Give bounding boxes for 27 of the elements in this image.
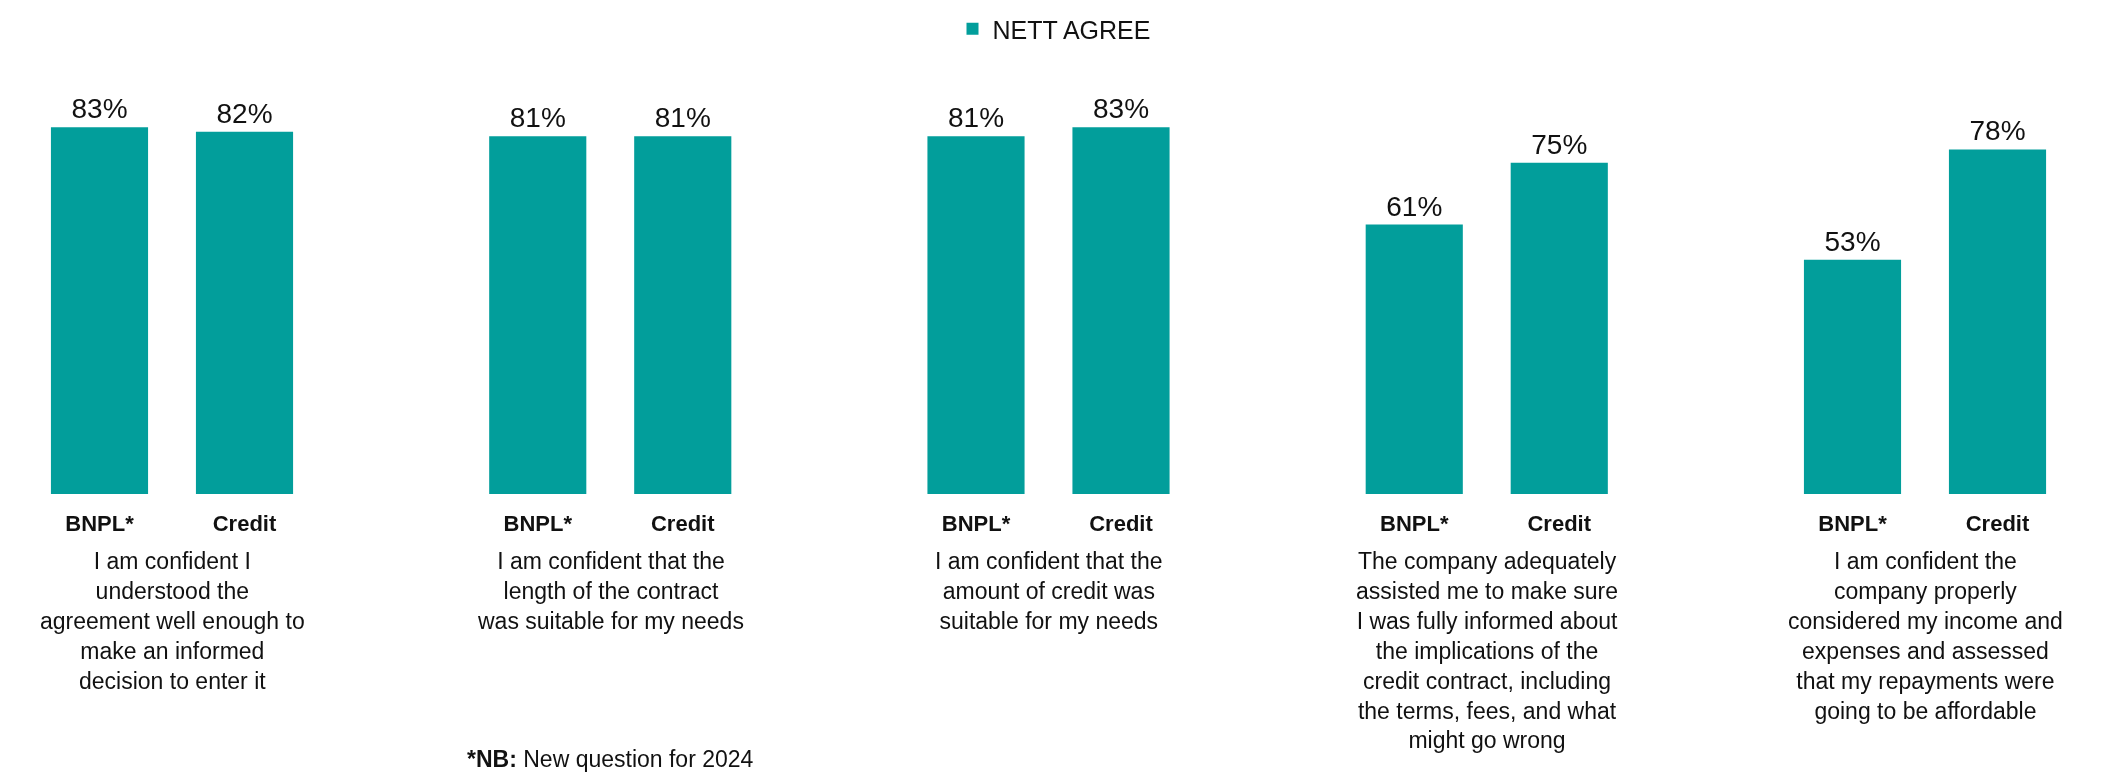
data-label: 61%	[1386, 190, 1443, 222]
data-label: 53%	[1824, 225, 1881, 257]
data-label: 75%	[1531, 128, 1588, 160]
x-axis-title: I am confident that the length of the contract was suitable for my needs	[477, 548, 744, 634]
data-label: 81%	[509, 102, 566, 134]
x-tick-label: Credit	[212, 511, 277, 536]
x-tick-label: Credit	[650, 511, 716, 536]
data-label: 83%	[1092, 93, 1150, 125]
data-label: 81%	[947, 102, 1005, 134]
x-tick-label: Credit	[1089, 511, 1154, 536]
x-axis-title: I am confident that the amount of credit was suitable for my needs	[935, 548, 1163, 634]
x-tick-label: BNPL*	[1818, 511, 1888, 536]
x-tick-label: BNPL*	[503, 511, 573, 536]
x-tick-label: Credit	[1965, 511, 2030, 536]
data-label: 83%	[71, 93, 128, 125]
legend-label: NETT AGREE	[992, 15, 1151, 44]
x-axis-title: I am confident I understood the agreement well enough to make an informed decision to enter it	[40, 548, 305, 694]
x-axis-title: I am confident the company properly considered my income and expenses and assessed that my repayments were going to be affordable	[1788, 548, 2063, 724]
data-label: 78%	[1969, 115, 2026, 147]
data-label: 81%	[654, 102, 711, 134]
x-axis-title: The company adequately assisted me to make sure I was fully informed about the implications of the credit contract, including the terms, fees, and what might go wrong	[1356, 548, 1619, 754]
text: *NB: New question for 2024	[467, 746, 754, 772]
x-tick-label: BNPL*	[1380, 511, 1449, 536]
x-tick-label: BNPL*	[65, 511, 135, 536]
x-tick-label: BNPL*	[941, 511, 1011, 536]
data-label: 82%	[216, 97, 273, 129]
x-tick-label: Credit	[1527, 511, 1592, 536]
